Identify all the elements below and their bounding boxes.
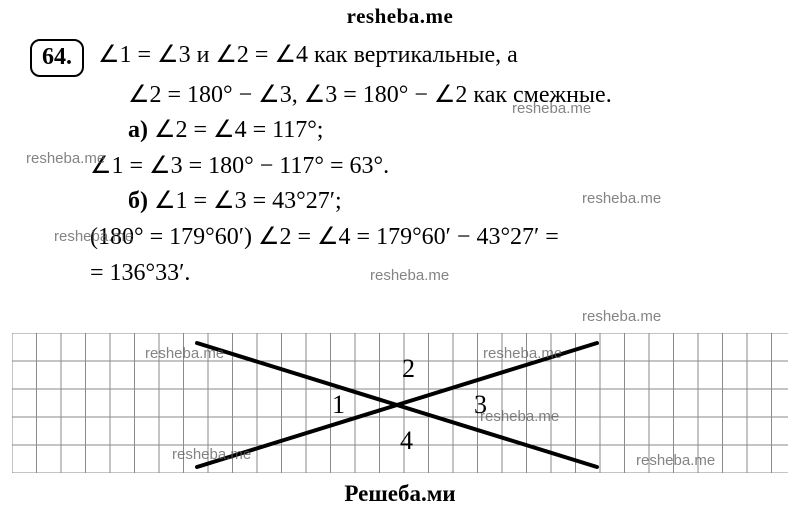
part-a-label: а) bbox=[128, 117, 148, 143]
part-b-label: б) bbox=[128, 188, 148, 214]
header-text: resheba.me bbox=[347, 4, 454, 28]
text-l6: (180° = 179°60′) ∠2 = ∠4 = 179°60′ − 43°… bbox=[90, 224, 559, 250]
text-l3: ∠2 = ∠4 = 117°; bbox=[154, 117, 323, 143]
svg-text:1: 1 bbox=[332, 390, 345, 419]
line-5: б) ∠1 = ∠3 = 43°27′; bbox=[30, 185, 770, 219]
line-6: (180° = 179°60′) ∠2 = ∠4 = 179°60′ − 43°… bbox=[30, 221, 770, 255]
watermark: resheba.me bbox=[582, 308, 661, 325]
svg-text:3: 3 bbox=[474, 390, 487, 419]
line-2: ∠2 = 180° − ∠3, ∠3 = 180° − ∠2 как смежн… bbox=[30, 79, 770, 113]
footer-text: Решеба.ми bbox=[344, 481, 455, 506]
text-l5: ∠1 = ∠3 = 43°27′; bbox=[154, 188, 342, 214]
svg-text:2: 2 bbox=[402, 354, 415, 383]
page-footer: Решеба.ми bbox=[0, 481, 800, 507]
line-3: а) ∠2 = ∠4 = 117°; bbox=[30, 114, 770, 148]
svg-text:4: 4 bbox=[400, 426, 413, 455]
diagram-svg: 1 2 3 4 bbox=[12, 333, 788, 473]
page-header: resheba.me bbox=[0, 0, 800, 29]
line-4: ∠1 = ∠3 = 180° − 117° = 63°. bbox=[30, 150, 770, 184]
problem-content: 64. ∠1 = ∠3 и ∠2 = ∠4 как вертикальные, … bbox=[0, 29, 800, 290]
text-l2: ∠2 = 180° − ∠3, ∠3 = 180° − ∠2 как смежн… bbox=[128, 82, 612, 108]
intersecting-lines-diagram: 1 2 3 4 bbox=[12, 333, 788, 473]
line-1: 64. ∠1 = ∠3 и ∠2 = ∠4 как вертикальные, … bbox=[30, 39, 770, 77]
text-l4: ∠1 = ∠3 = 180° − 117° = 63°. bbox=[90, 153, 389, 179]
text-l7: = 136°33′. bbox=[90, 260, 190, 286]
text-l1: ∠1 = ∠3 и ∠2 = ∠4 как вертикальные, а bbox=[98, 42, 518, 68]
problem-number: 64. bbox=[30, 39, 84, 77]
line-7: = 136°33′. bbox=[30, 257, 770, 291]
